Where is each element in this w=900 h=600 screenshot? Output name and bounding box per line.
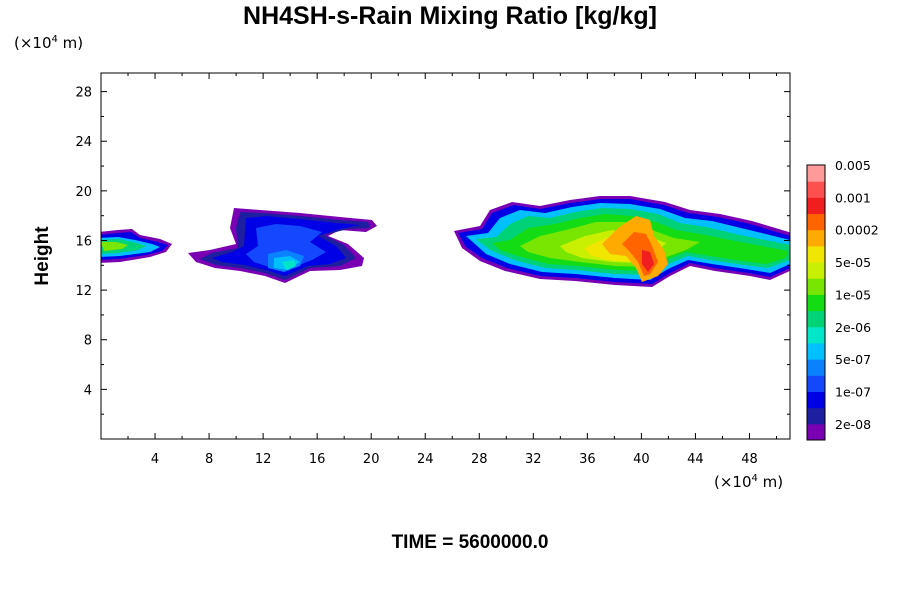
colorbar-swatch bbox=[807, 294, 825, 312]
colorbar-swatch bbox=[807, 310, 825, 328]
colorbar-label: 0.005 bbox=[835, 158, 871, 173]
x-tick-label: 4 bbox=[151, 452, 159, 467]
colorbar-swatch bbox=[807, 326, 825, 344]
y-tick-label: 4 bbox=[84, 383, 92, 398]
x-tick-label: 8 bbox=[205, 452, 213, 467]
y-axis-unit: (×104 m) bbox=[14, 34, 83, 52]
colorbar-label: 5e-05 bbox=[835, 255, 871, 270]
x-unit-exp: 4 bbox=[751, 473, 758, 484]
colorbar-swatch bbox=[807, 245, 825, 263]
colorbar-swatch bbox=[807, 342, 825, 360]
colorbar-swatch bbox=[807, 197, 825, 215]
colorbar-swatch bbox=[807, 262, 825, 279]
x-tick-label: 32 bbox=[525, 452, 542, 467]
colorbar-frame bbox=[806, 164, 826, 441]
x-axis-unit: (×104 m) bbox=[714, 473, 783, 491]
field-region-middle bbox=[188, 208, 377, 283]
colorbar-label: 0.001 bbox=[835, 190, 871, 205]
field-region-right bbox=[454, 196, 790, 287]
x-tick-label: 24 bbox=[417, 452, 434, 467]
x-tick-label: 28 bbox=[471, 452, 488, 467]
x-unit-tail: m) bbox=[757, 473, 784, 491]
colorbar-swatch bbox=[807, 165, 825, 182]
field-region-left bbox=[101, 229, 172, 263]
chart-title: NH4SH-s-Rain Mixing Ratio [kg/kg] bbox=[243, 2, 657, 30]
y-unit-base: (×10 bbox=[14, 34, 52, 52]
x-tick-label: 12 bbox=[255, 452, 272, 467]
colorbar-swatch bbox=[807, 423, 825, 441]
y-tick-label: 20 bbox=[75, 185, 92, 200]
colorbar-swatch bbox=[807, 359, 825, 376]
colorbar-swatch bbox=[807, 181, 825, 198]
colorbar-swatch bbox=[807, 407, 825, 425]
y-unit-tail: m) bbox=[57, 34, 84, 52]
colorbar-label: 5e-07 bbox=[835, 352, 871, 367]
field-layer bbox=[101, 196, 790, 287]
colorbar-label: 2e-08 bbox=[835, 417, 871, 432]
y-tick-label: 16 bbox=[75, 234, 92, 249]
colorbar-label: 1e-07 bbox=[835, 384, 871, 399]
y-unit-exp: 4 bbox=[51, 34, 58, 45]
x-tick-label: 16 bbox=[309, 452, 326, 467]
x-tick-label: 20 bbox=[363, 452, 380, 467]
colorbar-swatch bbox=[807, 213, 825, 231]
x-tick-label: 36 bbox=[579, 452, 596, 467]
y-tick-label: 24 bbox=[75, 135, 92, 150]
colorbar-swatch bbox=[807, 391, 825, 409]
colorbar-label: 2e-06 bbox=[835, 320, 871, 335]
x-tick-label: 40 bbox=[633, 452, 650, 467]
x-unit-base: (×10 bbox=[714, 473, 752, 491]
colorbar-label: 0.0002 bbox=[835, 223, 879, 238]
x-tick-label: 44 bbox=[687, 452, 704, 467]
plot-frame bbox=[100, 72, 791, 440]
time-label: TIME = 5600000.0 bbox=[391, 532, 549, 553]
colorbar: 2e-08 1e-07 5e-07 2e-06 1e-05 5e-05 0.0002 0.00… bbox=[806, 158, 879, 441]
colorbar-swatch bbox=[807, 375, 825, 392]
y-tick-label: 8 bbox=[84, 334, 92, 349]
colorbar-label: 1e-05 bbox=[835, 287, 871, 302]
y-tick-label: 28 bbox=[75, 86, 92, 101]
colorbar-swatch bbox=[807, 278, 825, 295]
y-tick-label: 12 bbox=[75, 284, 92, 299]
colorbar-swatch bbox=[807, 229, 825, 247]
x-tick-label: 48 bbox=[741, 452, 758, 467]
